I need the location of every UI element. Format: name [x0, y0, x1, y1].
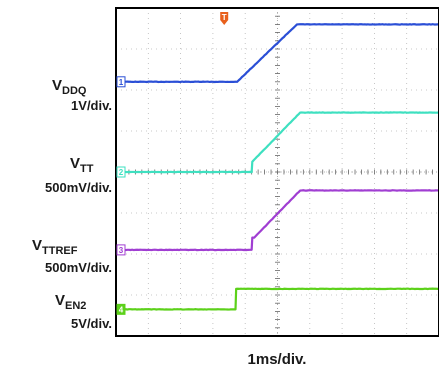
- trace-ch4: [115, 287, 439, 311]
- trigger-marker: T: [220, 12, 229, 25]
- channel-marker-number: 2: [119, 168, 124, 177]
- channel-marker-2: [116, 166, 126, 178]
- trace-ch1: [115, 23, 439, 84]
- traces: [115, 23, 439, 311]
- channel-marker-3: [116, 244, 126, 256]
- ch2-label: VTT: [70, 155, 94, 175]
- channel-marker-4: [116, 303, 126, 315]
- channel-markers: 1 2 3 4: [116, 76, 126, 315]
- ch4-label: VEN2: [55, 292, 86, 312]
- ch4-scale: 5V/div.: [71, 316, 112, 331]
- plot-frame: [115, 7, 439, 337]
- ch2-scale: 500mV/div.: [45, 180, 112, 195]
- channel-marker-number: 4: [119, 305, 124, 314]
- trace-ch2: [115, 111, 439, 174]
- ch1-scale: 1V/div.: [71, 98, 112, 113]
- trace-ch3: [115, 189, 439, 252]
- channel-marker-number: 1: [119, 78, 124, 87]
- channel-marker-number: 3: [119, 246, 124, 255]
- channel-marker-1: [116, 76, 126, 88]
- x-axis-label: 1ms/div.: [248, 351, 307, 368]
- ch3-label: VTTREF: [32, 237, 78, 257]
- trigger-icon: [220, 12, 229, 25]
- ch3-scale: 500mV/div.: [45, 260, 112, 275]
- trigger-label: T: [222, 13, 227, 22]
- ch1-label: VDDQ: [52, 77, 87, 97]
